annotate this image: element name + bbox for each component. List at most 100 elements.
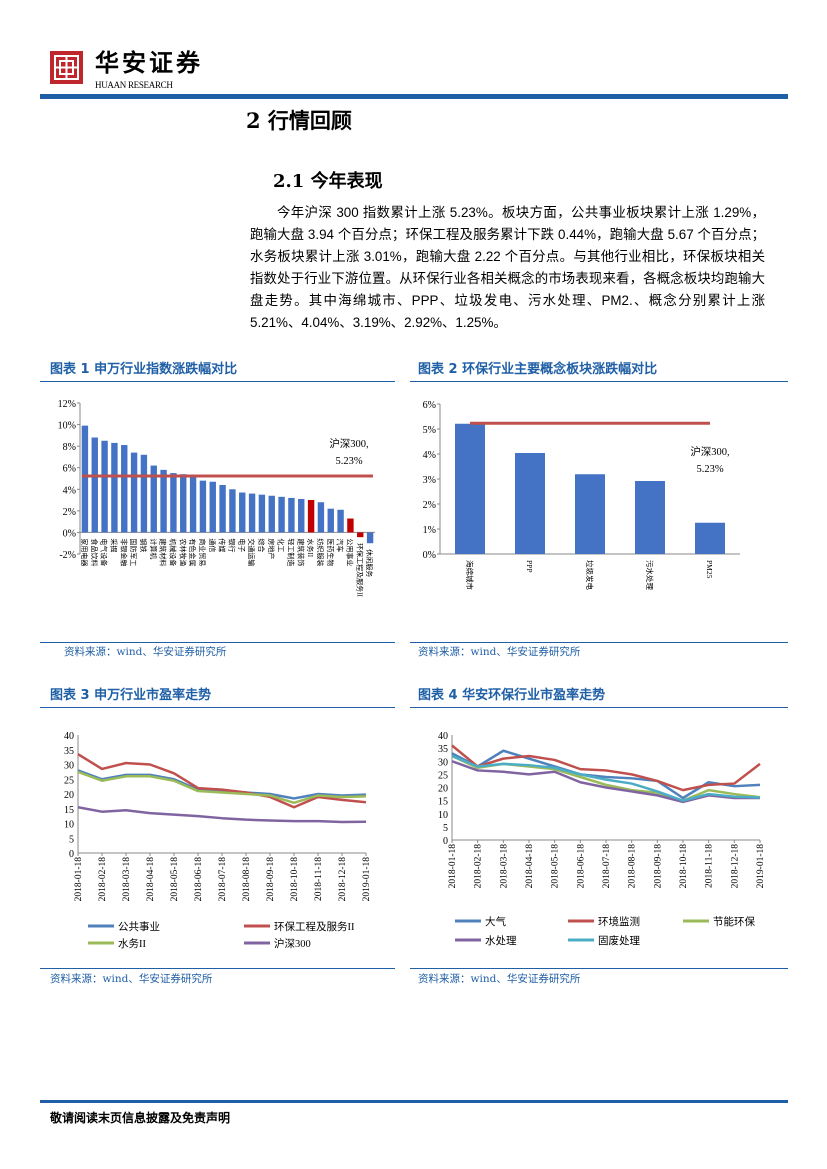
y-tick-label: 5% <box>423 425 436 436</box>
x-tick-label: 综合 <box>257 538 266 552</box>
figure-2-source: 资料来源：wind、华安证券研究所 <box>418 646 581 658</box>
x-tick-label: 有色金属 <box>188 538 197 566</box>
bar <box>209 481 216 533</box>
y-tick-label: 0 <box>69 849 74 860</box>
x-tick-label: 2018-10-18 <box>679 844 689 889</box>
x-tick-label: 通信 <box>208 538 217 552</box>
x-tick-label: 2019-01-18 <box>756 844 766 889</box>
x-tick-label: 2018-03-18 <box>499 844 509 889</box>
y-tick-label: 2% <box>63 507 76 518</box>
figure-1-source: 资料来源：wind、华安证券研究所 <box>64 646 227 658</box>
x-tick-label: 家用电器 <box>80 538 89 566</box>
y-tick-label: 1% <box>423 525 436 536</box>
bar <box>327 508 334 533</box>
x-tick-label: PPP <box>525 560 534 573</box>
reference-label: 沪深300, <box>329 437 368 450</box>
y-tick-label: 10 <box>64 820 74 831</box>
x-tick-label: 建筑材料 <box>159 538 168 566</box>
y-tick-label: 25 <box>64 775 74 786</box>
x-tick-label: 纺织服装 <box>316 538 325 566</box>
x-tick-label: 2018-05-18 <box>551 844 561 889</box>
x-tick-label: 2018-07-18 <box>602 844 612 889</box>
figure-1-title: 图表 1 申万行业指数涨跌幅对比 <box>50 362 238 377</box>
bar <box>248 493 256 533</box>
series-line <box>451 749 761 800</box>
x-tick-label: 2018-08-18 <box>242 857 252 902</box>
bar <box>101 440 108 533</box>
x-tick-label: 医药生物 <box>326 538 335 566</box>
figure-3-title: 图表 3 申万行业市盈率走势 <box>50 688 212 703</box>
y-tick-label: 6% <box>63 464 76 475</box>
bar <box>278 496 285 533</box>
bar <box>170 473 177 533</box>
legend-label: 水处理 <box>485 935 517 947</box>
y-tick-label: 3% <box>423 475 436 486</box>
y-tick-label: 40 <box>64 731 74 742</box>
divider <box>40 968 395 969</box>
x-tick-label: 银行 <box>227 538 236 552</box>
logo-subtext: HUAAN RESEARCH <box>95 80 173 90</box>
y-tick-label: 25 <box>438 770 448 781</box>
header-divider <box>40 94 788 99</box>
x-tick-label: 水务II <box>306 538 315 557</box>
legend-label: 环保工程及服务II <box>274 920 355 933</box>
series-line <box>77 806 367 824</box>
bar <box>150 465 157 533</box>
footer-disclaimer: 敬请阅读末页信息披露及免责声明 <box>50 1111 231 1125</box>
y-tick-label: 20 <box>64 790 74 801</box>
figure-2-title: 图表 2 环保行业主要概念板块涨跌幅对比 <box>418 362 658 377</box>
x-tick-label: 食品饮料 <box>90 538 99 566</box>
x-tick-label: 休闲服务 <box>365 549 374 577</box>
x-tick-label: 垃圾发电 <box>585 560 595 590</box>
logo-text: 华安证券 <box>95 48 203 77</box>
bar <box>111 442 118 533</box>
bar <box>130 452 138 533</box>
divider <box>410 642 788 643</box>
x-tick-label: 交通运输 <box>247 538 256 566</box>
y-tick-label: -2% <box>59 550 76 561</box>
bar <box>140 454 148 533</box>
bar <box>199 480 207 533</box>
x-tick-label: 商业贸易 <box>198 538 207 566</box>
bar <box>695 522 725 554</box>
x-tick-label: 房地产 <box>267 538 276 559</box>
divider <box>40 642 395 643</box>
x-tick-label: 2018-04-18 <box>146 857 156 902</box>
logo-icon <box>50 51 83 84</box>
bar <box>239 492 246 533</box>
bar <box>357 532 364 538</box>
bar <box>258 494 266 533</box>
x-tick-label: 轻工制造 <box>286 538 295 566</box>
bar <box>366 532 374 544</box>
x-tick-label: 非银金融 <box>119 538 128 566</box>
x-tick-label: 海绵城市 <box>465 560 475 590</box>
reference-label: 5.23% <box>696 464 723 475</box>
bar <box>455 423 485 554</box>
x-tick-label: 电子 <box>237 538 246 552</box>
x-tick-label: 2018-11-18 <box>705 844 715 888</box>
bar <box>575 474 605 554</box>
bar <box>189 477 197 533</box>
body-paragraph: 今年沪深 300 指数累计上涨 5.23%。板块方面，公共事业板块累计上涨 1.… <box>250 205 765 330</box>
y-tick-label: 10% <box>58 421 76 432</box>
x-tick-label: 国防军工 <box>129 538 138 566</box>
figure-3-source: 资料来源：wind、华安证券研究所 <box>50 973 213 985</box>
x-tick-label: 2018-09-18 <box>653 844 663 889</box>
bar <box>635 481 665 554</box>
legend-label: 沪深300 <box>274 937 311 950</box>
x-tick-label: 钢铁 <box>139 538 148 552</box>
divider <box>410 707 788 708</box>
bar <box>298 498 305 533</box>
x-tick-label: 2018-08-18 <box>628 844 638 889</box>
x-tick-label: 2018-01-18 <box>448 844 458 889</box>
bar <box>337 509 344 533</box>
series-line <box>77 753 367 809</box>
y-tick-label: 12% <box>58 399 76 410</box>
series-line <box>451 754 761 802</box>
x-tick-label: 2018-01-18 <box>74 857 84 902</box>
x-tick-label: 2018-06-18 <box>194 857 204 902</box>
bar <box>219 484 226 533</box>
bar <box>91 437 98 533</box>
